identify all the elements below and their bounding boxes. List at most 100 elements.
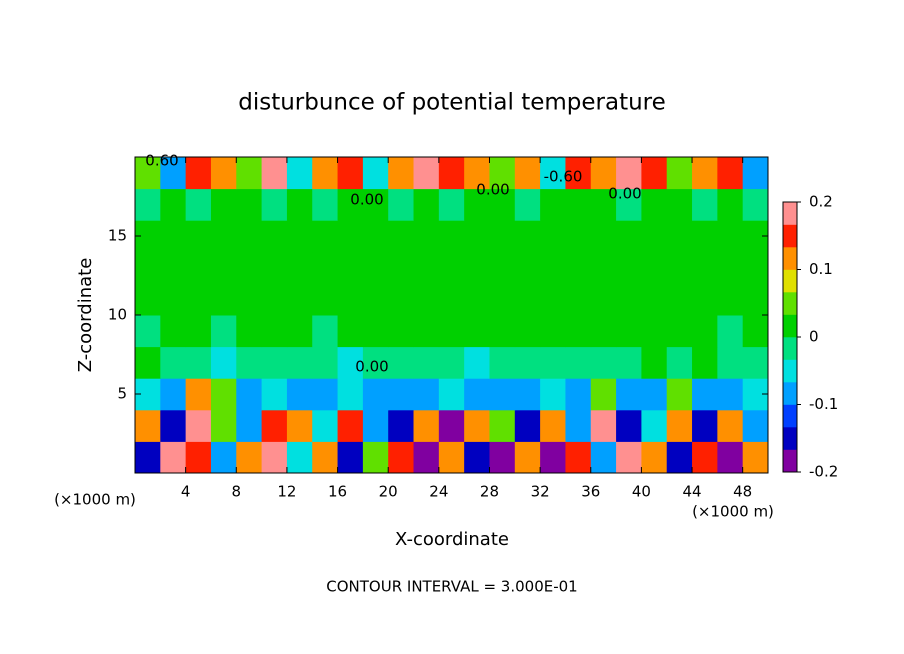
heat-cell bbox=[616, 378, 642, 411]
colorbar-tick-label: -0.1 bbox=[809, 395, 838, 413]
heat-cell bbox=[590, 157, 617, 190]
footer-note: CONTOUR INTERVAL = 3.000E-01 bbox=[326, 578, 577, 596]
heat-cell bbox=[388, 188, 415, 221]
heat-cell bbox=[337, 315, 364, 348]
heat-cell bbox=[616, 315, 642, 348]
heat-cell bbox=[641, 283, 668, 316]
heat-cell bbox=[362, 220, 389, 253]
heat-cell bbox=[641, 251, 668, 284]
heat-cell bbox=[135, 441, 161, 474]
heat-cell bbox=[413, 378, 440, 411]
heat-cell bbox=[413, 251, 440, 284]
heat-cell bbox=[286, 346, 313, 379]
heat-cell bbox=[312, 220, 339, 253]
heat-cell bbox=[666, 441, 693, 474]
heat-cell bbox=[388, 220, 415, 253]
heat-cell bbox=[438, 188, 465, 221]
heat-cell bbox=[388, 346, 415, 379]
heat-cell bbox=[489, 283, 516, 316]
heat-cell bbox=[388, 441, 415, 474]
heat-cell bbox=[210, 346, 237, 379]
heat-cell bbox=[312, 188, 339, 221]
heat-cell bbox=[261, 315, 288, 348]
heat-cell bbox=[641, 409, 668, 442]
heat-cell bbox=[514, 251, 541, 284]
colorbar-tick-label: 0 bbox=[809, 328, 819, 346]
heat-cell bbox=[362, 378, 389, 411]
colorbar-tick-label: -0.2 bbox=[809, 463, 838, 481]
heat-cell bbox=[362, 251, 389, 284]
heat-cell bbox=[337, 378, 364, 411]
heat-cell bbox=[514, 188, 541, 221]
heat-cell bbox=[261, 441, 288, 474]
heat-cell bbox=[692, 220, 718, 253]
heat-cell bbox=[210, 283, 237, 316]
heat-cell bbox=[413, 157, 440, 190]
heat-cell bbox=[692, 315, 718, 348]
heat-cell bbox=[565, 409, 592, 442]
heat-cell bbox=[362, 441, 389, 474]
heat-cell bbox=[337, 346, 364, 379]
heat-cell bbox=[514, 378, 541, 411]
heat-cell bbox=[692, 441, 718, 474]
heat-cell bbox=[185, 283, 212, 316]
heat-cell bbox=[464, 346, 490, 379]
heat-cell bbox=[438, 441, 465, 474]
heat-cell bbox=[185, 188, 212, 221]
heat-cell bbox=[185, 157, 212, 190]
heat-cell bbox=[464, 378, 490, 411]
heat-cell bbox=[210, 409, 237, 442]
heat-cell bbox=[135, 251, 161, 284]
heat-cell bbox=[616, 441, 642, 474]
heat-cell bbox=[337, 251, 364, 284]
heat-cell bbox=[312, 441, 339, 474]
heat-cell bbox=[438, 283, 465, 316]
heat-cell bbox=[514, 441, 541, 474]
heat-cell bbox=[185, 346, 212, 379]
heat-cell bbox=[540, 315, 566, 348]
heat-cell bbox=[413, 283, 440, 316]
heat-cell bbox=[413, 409, 440, 442]
heat-cell bbox=[261, 346, 288, 379]
heat-cell bbox=[286, 378, 313, 411]
heat-cell bbox=[286, 409, 313, 442]
heat-cell bbox=[312, 315, 339, 348]
heat-cell bbox=[742, 346, 769, 379]
heat-cell bbox=[210, 441, 237, 474]
heat-cell bbox=[438, 220, 465, 253]
heat-cell bbox=[641, 220, 668, 253]
heat-cell bbox=[286, 251, 313, 284]
contour-label: 0.00 bbox=[608, 185, 641, 203]
heat-cell bbox=[742, 441, 769, 474]
heat-cell bbox=[388, 283, 415, 316]
heat-cell bbox=[286, 441, 313, 474]
heat-cell bbox=[337, 441, 364, 474]
heat-cell bbox=[692, 188, 718, 221]
heat-cell bbox=[540, 378, 566, 411]
heat-cell bbox=[742, 157, 769, 190]
colorbar-swatch bbox=[783, 427, 797, 450]
heat-cell bbox=[590, 441, 617, 474]
colorbar-swatch bbox=[783, 359, 797, 383]
heat-cell bbox=[286, 283, 313, 316]
heat-cell bbox=[717, 441, 744, 474]
heat-cell bbox=[514, 157, 541, 190]
x-tick-label: 24 bbox=[429, 483, 448, 501]
x-axis-label: X-coordinate bbox=[395, 529, 509, 550]
heat-cell bbox=[160, 157, 187, 190]
heat-cell bbox=[135, 157, 161, 190]
heat-cell bbox=[261, 220, 288, 253]
heat-cell bbox=[210, 188, 237, 221]
heat-cell bbox=[692, 346, 718, 379]
heat-cell bbox=[489, 188, 516, 221]
heat-cell bbox=[514, 283, 541, 316]
heat-cell bbox=[337, 283, 364, 316]
heat-cell bbox=[135, 346, 161, 379]
heat-cell bbox=[413, 315, 440, 348]
heat-cell bbox=[742, 251, 769, 284]
heat-cell bbox=[616, 220, 642, 253]
heat-cell bbox=[236, 220, 263, 253]
heat-cell bbox=[413, 346, 440, 379]
heat-cell bbox=[464, 251, 490, 284]
heat-cell bbox=[540, 188, 566, 221]
